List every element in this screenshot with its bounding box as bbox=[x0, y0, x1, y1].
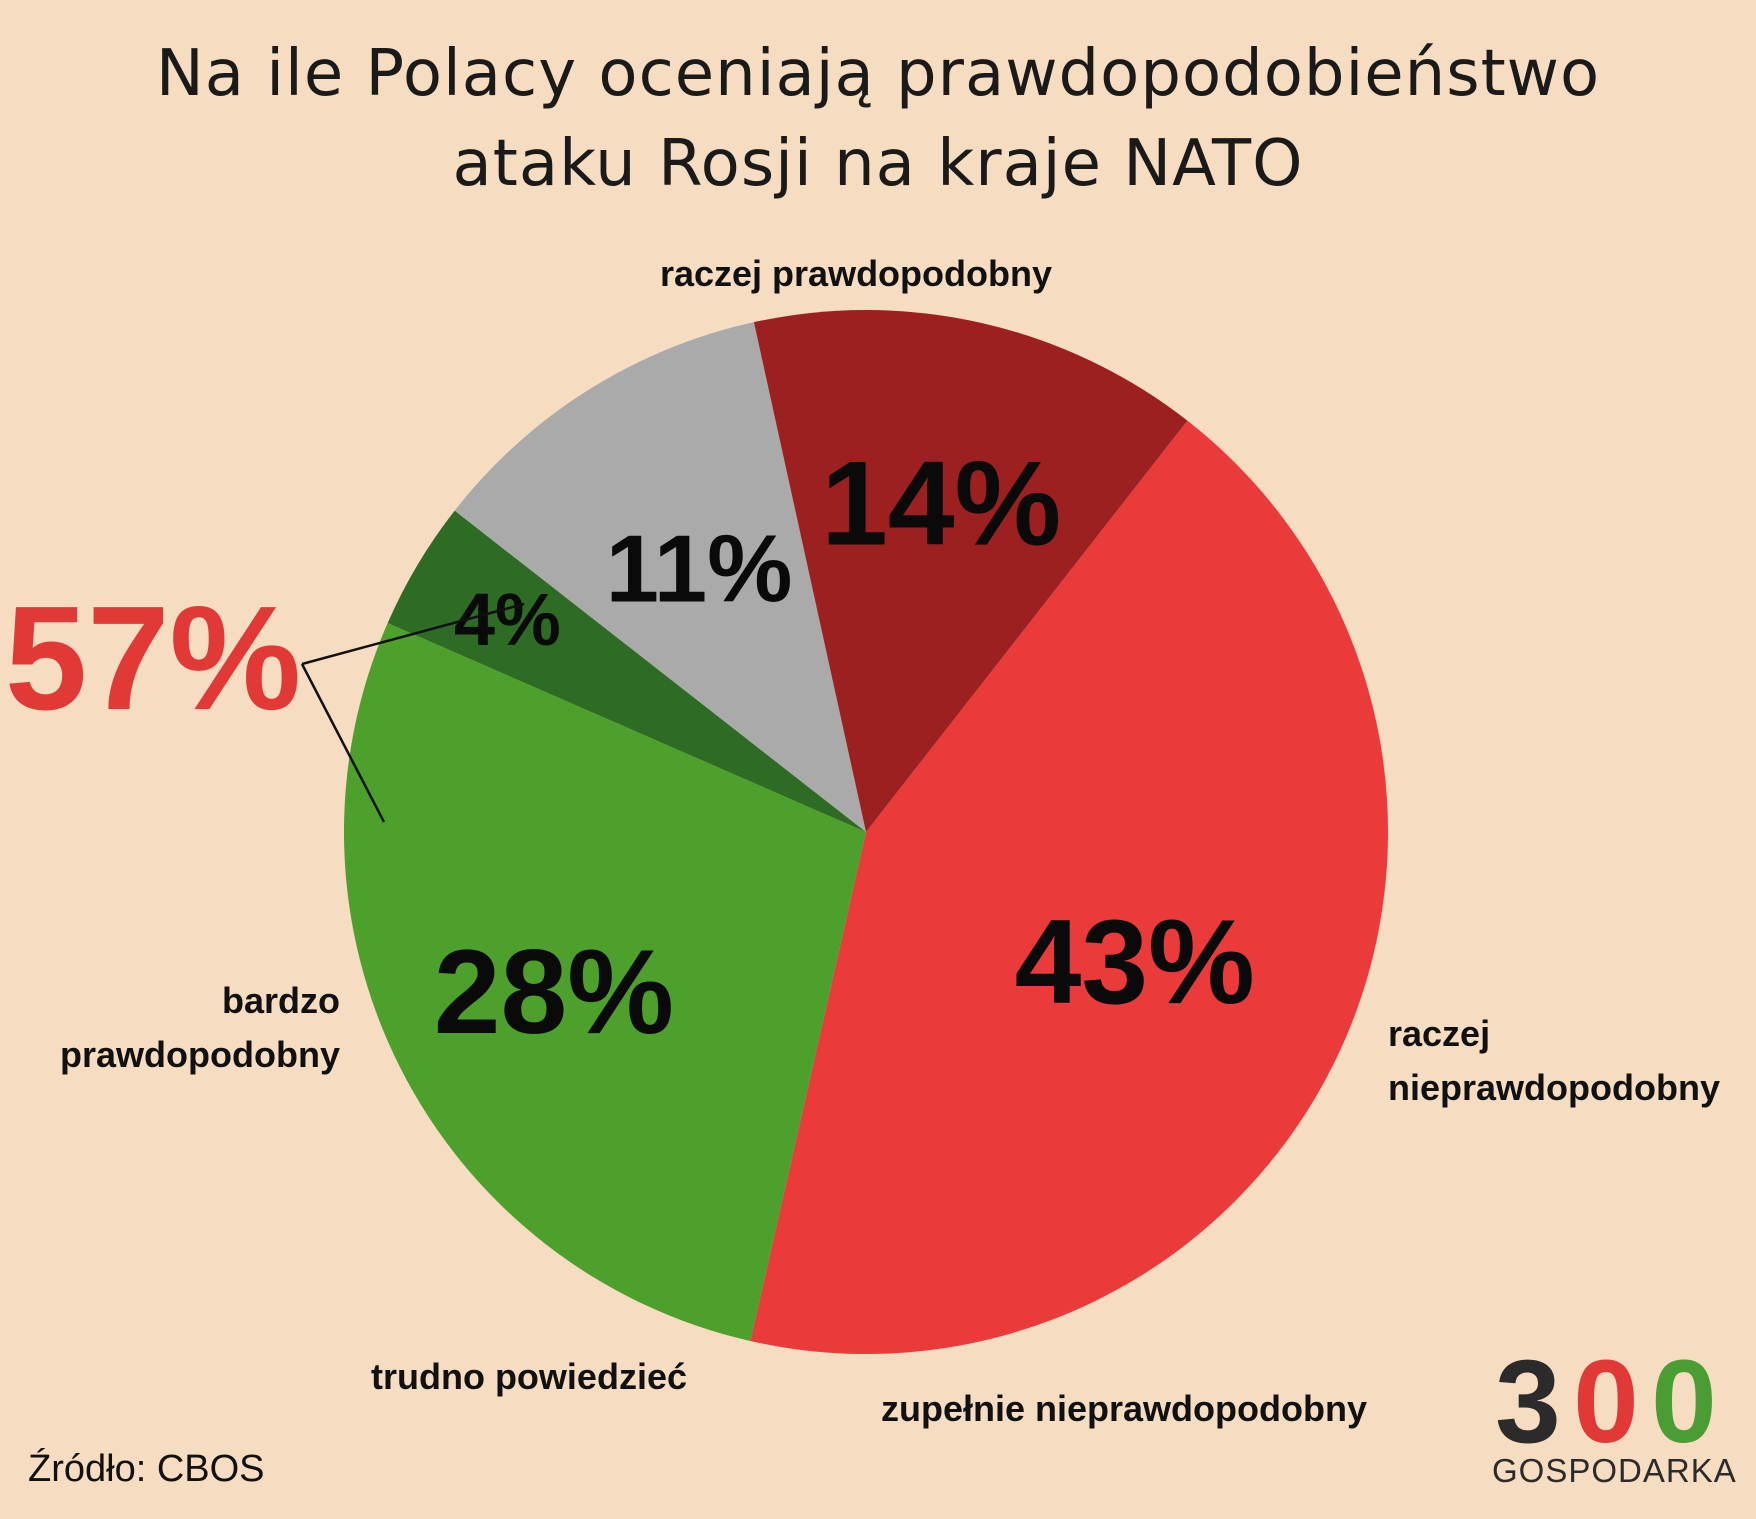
logo-digit: 0 bbox=[1651, 1336, 1717, 1468]
pie-slice bbox=[343, 623, 866, 1342]
bracket-line bbox=[300, 663, 386, 823]
logo-text: GOSPODARKA bbox=[1492, 1452, 1737, 1489]
source-note: Źródło: CBOS bbox=[28, 1448, 265, 1490]
slice-name-label: bardzo bbox=[222, 980, 340, 1021]
pie-slice bbox=[454, 322, 866, 832]
pie-slice bbox=[387, 510, 866, 832]
slice-name-label: raczej bbox=[1388, 1013, 1490, 1054]
combined-value: 57% bbox=[5, 576, 301, 741]
slice-name-label: nieprawdopodobny bbox=[1388, 1067, 1720, 1108]
slice-value-label: 43% bbox=[1015, 895, 1255, 1029]
slice-name-label: prawdopodobny bbox=[60, 1034, 340, 1075]
title-line-2: ataku Rosji na kraje NATO bbox=[452, 127, 1304, 201]
bracket-line bbox=[301, 602, 525, 666]
slice-name-label: zupełnie nieprawdopodobny bbox=[881, 1388, 1367, 1429]
combined-bracket bbox=[300, 602, 525, 823]
logo-digit: 3 bbox=[1495, 1336, 1561, 1468]
slice-value-label: 14% bbox=[821, 436, 1061, 570]
slice-value-label: 28% bbox=[434, 925, 674, 1059]
title-line-1: Na ile Polacy oceniają prawdopodobieństw… bbox=[155, 37, 1601, 111]
pie-slice bbox=[753, 310, 1188, 832]
logo-digit: 0 bbox=[1573, 1336, 1639, 1468]
slice-name-label: raczej prawdopodobny bbox=[660, 253, 1052, 294]
slice-name-label: trudno powiedzieć bbox=[371, 1356, 687, 1397]
slice-value-label: 11% bbox=[606, 516, 793, 623]
pie-slice bbox=[750, 420, 1389, 1354]
